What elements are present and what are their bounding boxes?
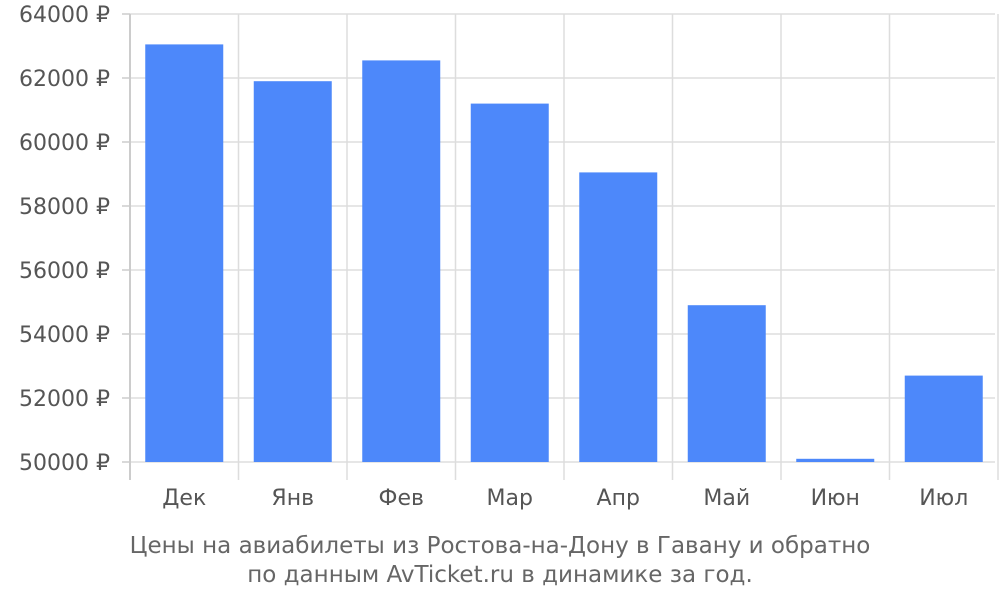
bar: [796, 458, 875, 462]
bar: [253, 81, 332, 462]
x-tick-label: Дек: [162, 486, 206, 511]
chart-title: Цены на авиабилеты из Ростова-на-Дону в …: [129, 533, 871, 559]
x-tick-label: Июн: [811, 486, 860, 511]
y-tick-label: 56000 ₽: [19, 259, 110, 284]
bar: [687, 305, 766, 462]
x-tick-label: Июл: [919, 486, 968, 511]
y-tick-label: 62000 ₽: [19, 67, 110, 92]
y-tick-label: 64000 ₽: [19, 3, 110, 28]
x-tick-label: Май: [703, 486, 750, 511]
bar: [904, 375, 983, 462]
chart-subtitle: по данным AvTicket.ru в динамике за год.: [247, 562, 753, 588]
x-tick-label: Фев: [379, 486, 424, 511]
y-tick-label: 58000 ₽: [19, 195, 110, 220]
axes: [122, 13, 131, 480]
x-tick-labels: Дек Янв Фев Мар Апр Май Июн Июл: [162, 486, 968, 511]
x-tick-label: Мар: [487, 486, 533, 511]
y-tick-label: 50000 ₽: [19, 451, 110, 476]
y-tick-label: 54000 ₽: [19, 323, 110, 348]
y-tick-label: 60000 ₽: [19, 131, 110, 156]
bar: [470, 103, 549, 462]
y-tick-labels: 50000 ₽ 52000 ₽ 54000 ₽ 56000 ₽ 58000 ₽ 60000…: [19, 3, 110, 476]
bar: [145, 44, 224, 463]
bar: [579, 172, 658, 462]
y-tick-label: 52000 ₽: [19, 387, 110, 412]
x-tick-label: Янв: [271, 486, 314, 511]
bars: [145, 44, 983, 463]
bar: [362, 60, 441, 463]
x-tick-label: Апр: [597, 486, 640, 511]
